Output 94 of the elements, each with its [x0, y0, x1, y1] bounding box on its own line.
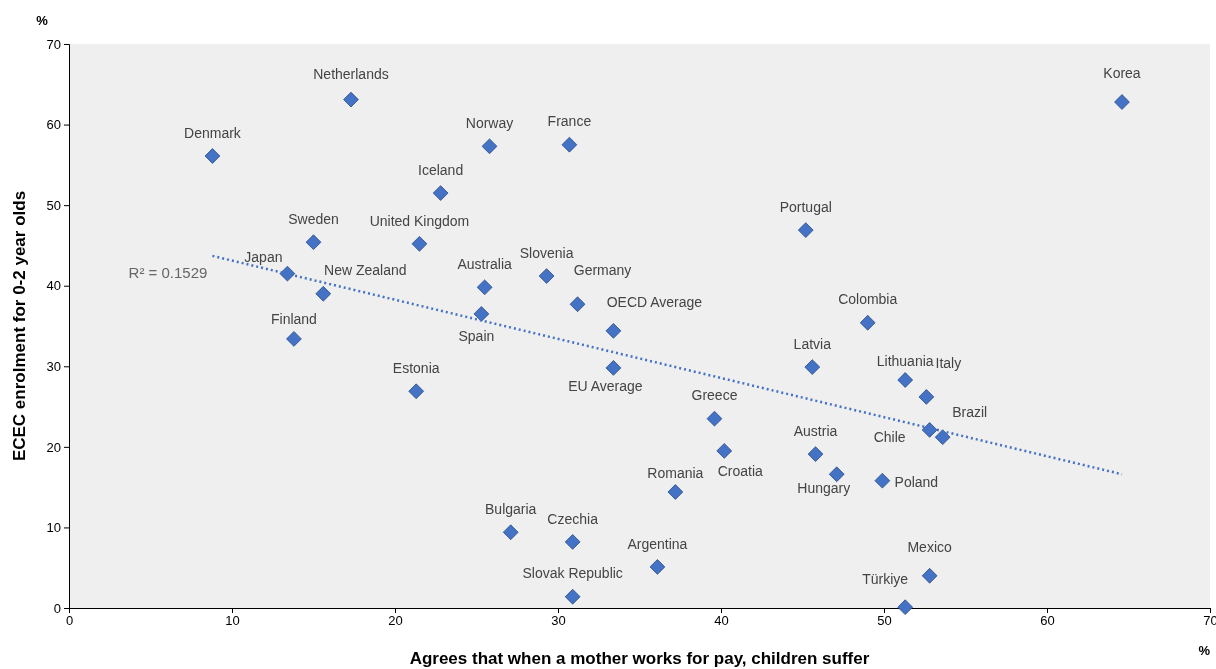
- point: [473, 306, 490, 322]
- series-label: United Kingdom: [369, 212, 470, 229]
- point: [706, 410, 723, 427]
- text: %: [36, 13, 49, 29]
- series-label: Spain: [458, 327, 495, 344]
- point: [804, 359, 821, 375]
- annotation: R² = 0.1529: [128, 263, 208, 281]
- series-label: Türkiye: [862, 570, 909, 587]
- series-label: New Zealand: [324, 262, 407, 279]
- x-tick-label: 60: [1040, 613, 1055, 629]
- y-tick-label: 0: [53, 600, 61, 616]
- series-label: Bulgaria: [485, 500, 537, 517]
- series-label: Sweden: [288, 210, 339, 227]
- series-label: Netherlands: [313, 66, 389, 83]
- x-axis-title: Agrees that when a mother works for pay, children suffer: [409, 649, 870, 668]
- point: [411, 236, 428, 252]
- series-label: Mexico: [907, 539, 953, 556]
- y-tick-label: 10: [46, 520, 61, 536]
- series-label: Czechia: [547, 510, 599, 527]
- point: [279, 265, 296, 282]
- point: [807, 446, 824, 462]
- point: [667, 484, 684, 500]
- series-label: Italy: [935, 354, 962, 371]
- y-tick-label: 60: [46, 117, 61, 133]
- y-tick-label: 30: [46, 358, 61, 374]
- series-label: Brazil: [952, 403, 988, 420]
- y-axis-title: ECEC enrolment for 0-2 year olds: [10, 190, 29, 462]
- y-tick-label: 40: [46, 278, 61, 294]
- series-label: OECD Average: [606, 293, 703, 310]
- series-label: Portugal: [779, 198, 832, 215]
- point: [408, 383, 425, 400]
- point: [859, 314, 876, 331]
- series-label: Japan: [244, 249, 283, 266]
- point: [502, 524, 519, 541]
- series-label: Australia: [457, 256, 513, 273]
- point: [605, 323, 622, 339]
- point: [897, 599, 914, 616]
- series-label: Finland: [270, 310, 317, 327]
- x-tick-label: 10: [225, 613, 240, 629]
- point: [286, 331, 302, 347]
- x-tick-label: 40: [714, 613, 729, 629]
- x-tick-label: 0: [65, 613, 74, 629]
- point: [797, 222, 814, 238]
- series-label: Korea: [1103, 64, 1141, 81]
- point: [716, 443, 733, 459]
- point: [921, 567, 938, 584]
- series-label: France: [547, 113, 592, 130]
- point: [921, 422, 938, 438]
- point: [343, 91, 359, 108]
- series-label: Argentina: [627, 535, 688, 552]
- point: [481, 138, 498, 155]
- point: [649, 559, 666, 575]
- point: [934, 429, 951, 445]
- series-label: Slovak Republic: [522, 565, 623, 582]
- series-label: EU Average: [568, 377, 643, 394]
- point: [897, 372, 914, 388]
- point: [564, 534, 581, 550]
- point: [918, 389, 935, 405]
- x-tick-label: 50: [877, 613, 892, 629]
- x-tick-label: 20: [388, 613, 403, 629]
- series-label: Greece: [691, 387, 738, 404]
- series-label: Iceland: [418, 161, 464, 178]
- y-tick-label: 70: [46, 36, 61, 52]
- series-label: Romania: [647, 464, 704, 481]
- point: [874, 472, 891, 489]
- point: [828, 466, 845, 483]
- y-tick-label: 50: [46, 197, 61, 213]
- point: [204, 148, 221, 164]
- series-label: Colombia: [838, 291, 898, 308]
- series-label: Latvia: [793, 335, 832, 352]
- series-label: Norway: [465, 115, 514, 132]
- point: [305, 234, 322, 251]
- series-label: Denmark: [184, 124, 242, 141]
- point: [564, 588, 581, 605]
- series-label: Austria: [793, 422, 838, 439]
- point: [561, 136, 578, 153]
- point: [605, 360, 622, 376]
- series-label: Estonia: [392, 359, 440, 376]
- text: %: [1198, 643, 1211, 659]
- point: [432, 185, 449, 201]
- series-label: Hungary: [797, 479, 851, 496]
- series-label: Germany: [573, 261, 632, 278]
- point: [1114, 94, 1130, 110]
- point: [538, 268, 555, 284]
- series-label: Poland: [894, 474, 939, 491]
- series-label: Lithuania: [876, 352, 934, 369]
- point: [476, 279, 493, 296]
- series-label: Croatia: [717, 462, 764, 479]
- y-tick-label: 20: [46, 439, 61, 455]
- series-label: Slovenia: [519, 244, 574, 261]
- point: [569, 296, 586, 313]
- point: [315, 285, 332, 302]
- x-tick-label: 30: [551, 613, 566, 629]
- series-label: Chile: [873, 428, 906, 445]
